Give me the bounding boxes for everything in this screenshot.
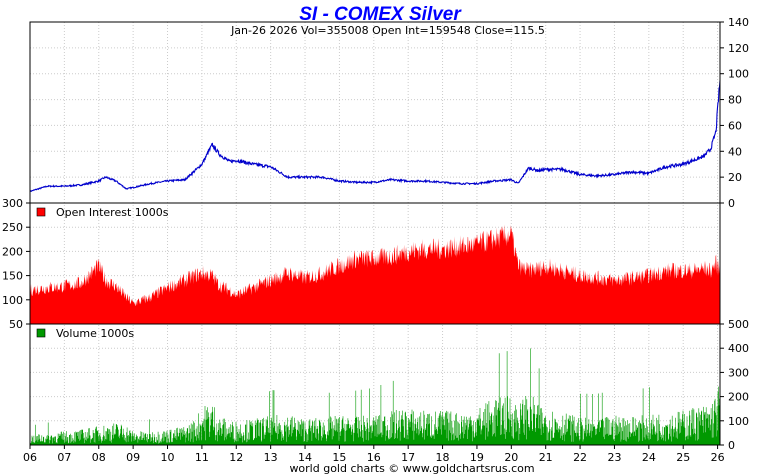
x-tick-label: 19	[470, 451, 484, 464]
x-tick-label: 20	[504, 451, 518, 464]
chart-footer: world gold charts © www.goldchartsrus.co…	[289, 462, 534, 475]
volume-panel-frame	[29, 323, 721, 446]
volume-y-tick-label: 400	[728, 342, 749, 355]
volume-legend-label: Volume 1000s	[56, 327, 134, 340]
volume-y-tick-label: 300	[728, 366, 749, 379]
price-y-tick-label: 120	[728, 42, 749, 55]
open_interest-y-tick-label: 150	[2, 270, 23, 283]
volume-y-tick-label: 100	[728, 415, 749, 428]
x-tick-label: 12	[229, 451, 243, 464]
x-tick-label: 22	[573, 451, 587, 464]
x-tick-label: 07	[57, 451, 71, 464]
legends: Open Interest 1000s Volume 1000s	[36, 206, 169, 340]
volume-legend-swatch	[36, 328, 46, 338]
x-tick-label: 08	[92, 451, 106, 464]
open_interest-y-tick-label: 300	[2, 197, 23, 210]
x-tick-label: 15	[332, 451, 346, 464]
price-y-tick-label: 140	[728, 16, 749, 29]
panel-frames	[26, 21, 724, 449]
price-y-tick-label: 100	[728, 68, 749, 81]
chart-title: SI - COMEX Silver	[299, 4, 462, 25]
x-tick-label: 17	[401, 451, 415, 464]
volume-y-tick-label: 500	[728, 318, 749, 331]
tick-labels: 06 07 08 09 10 11 12 13 14 15 16 17 18 19 20 21 22 23 24 25…	[2, 16, 749, 464]
open_interest-y-tick-label: 250	[2, 221, 23, 234]
price-series-line	[29, 80, 721, 193]
open_interest-legend-swatch	[36, 207, 46, 217]
open_interest-legend-label: Open Interest 1000s	[56, 206, 169, 219]
volume-y-tick-label: 0	[728, 439, 735, 452]
data-marks	[29, 80, 721, 445]
x-tick-label: 16	[367, 451, 381, 464]
x-tick-label: 14	[298, 451, 312, 464]
x-tick-label: 24	[642, 451, 656, 464]
price-y-tick-label: 80	[728, 94, 742, 107]
price-y-tick-label: 40	[728, 145, 742, 158]
x-tick-label: 09	[126, 451, 140, 464]
price-y-tick-label: 0	[728, 197, 735, 210]
x-tick-label: 26	[711, 451, 725, 464]
chart-subtitle: Jan-26 2026 Vol=355008 Open Int=159548 C…	[230, 24, 545, 37]
x-tick-label: 21	[539, 451, 553, 464]
x-tick-label: 11	[195, 451, 209, 464]
open_interest-y-tick-label: 200	[2, 245, 23, 258]
open_interest-y-tick-label: 50	[9, 318, 23, 331]
x-tick-label: 13	[264, 451, 278, 464]
x-tick-label: 25	[676, 451, 690, 464]
volume-y-tick-label: 200	[728, 391, 749, 404]
price-y-tick-label: 20	[728, 171, 742, 184]
x-tick-label: 18	[436, 451, 450, 464]
price-y-tick-label: 60	[728, 119, 742, 132]
x-tick-label: 23	[607, 451, 621, 464]
x-tick-label: 10	[161, 451, 175, 464]
open_interest-y-tick-label: 100	[2, 294, 23, 307]
open-interest-area	[30, 224, 720, 324]
x-tick-label: 06	[23, 451, 37, 464]
